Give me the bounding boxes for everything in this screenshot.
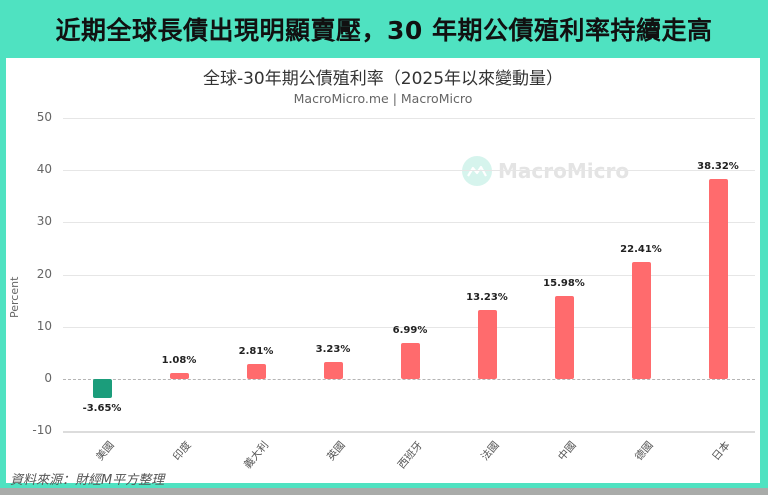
bar-chart-plot: 50 40 30 20 10 0 -10 Percent -3.65% 美國 1.08% 印度 2.81… xyxy=(6,58,760,483)
data-label: 1.08% xyxy=(161,355,197,367)
gridline xyxy=(63,170,755,172)
bar-1 xyxy=(169,373,189,379)
x-tick-label: 英國 xyxy=(325,439,348,464)
chart-subtitle: MacroMicro.me | MacroMicro xyxy=(293,91,473,106)
y-tick-label: 50 xyxy=(36,110,52,124)
x-tick-label: 法國 xyxy=(479,439,502,464)
bar-0 xyxy=(92,379,112,399)
y-tick-label: 0 xyxy=(44,371,52,385)
data-label: 13.23% xyxy=(466,291,508,303)
data-label: 22.41% xyxy=(620,244,662,256)
x-tick-label: 美國 xyxy=(94,439,117,464)
gridline xyxy=(63,431,755,434)
bar-7 xyxy=(631,262,651,379)
y-tick-label: 30 xyxy=(36,214,52,229)
x-tick-label: 中國 xyxy=(556,439,579,464)
y-tick-label: 40 xyxy=(36,162,52,177)
x-tick-label: 西班牙 xyxy=(395,439,425,472)
x-tick-label: 印度 xyxy=(171,439,194,464)
y-tick-label: -10 xyxy=(32,423,52,438)
data-label: 15.98% xyxy=(543,277,585,289)
y-tick-label: 10 xyxy=(36,318,52,333)
gridline xyxy=(63,118,755,119)
bar-6 xyxy=(554,295,574,379)
zero-line xyxy=(63,379,755,380)
chart-title: 全球-30年期公債殖利率（2025年以來變動量） xyxy=(202,69,564,89)
gridline xyxy=(63,274,755,276)
bar-3 xyxy=(323,362,343,379)
data-label: 2.81% xyxy=(238,346,274,358)
gridline xyxy=(63,326,755,328)
x-tick-label: 德國 xyxy=(633,439,656,464)
chart-card: 全球-30年期公債殖利率（2025年以來變動量） MacroMicro.me |… xyxy=(6,58,760,483)
y-axis-label: Percent xyxy=(8,276,21,318)
data-label: 38.32% xyxy=(697,160,739,172)
bar-8 xyxy=(708,178,728,379)
source-note: 資料來源：財經M平方整理 xyxy=(10,473,165,488)
x-tick-label: 義大利 xyxy=(241,439,271,472)
bar-2 xyxy=(246,364,266,379)
bar-4 xyxy=(400,342,420,379)
gridline xyxy=(63,222,755,224)
data-label: 6.99% xyxy=(392,324,428,336)
y-tick-label: 20 xyxy=(36,266,52,281)
bar-5 xyxy=(477,309,497,379)
data-label: 3.23% xyxy=(315,344,351,356)
x-tick-label: 日本 xyxy=(710,439,733,464)
data-label: -3.65% xyxy=(82,403,122,415)
headline: 近期全球長債出現明顯賣壓，30 年期公債殖利率持續走高 xyxy=(55,16,713,45)
